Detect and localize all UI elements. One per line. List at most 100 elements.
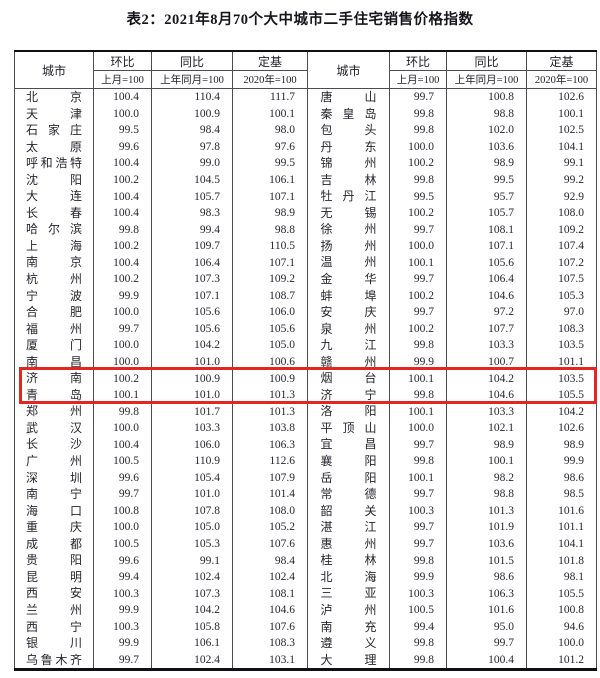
value-cell: 100.0 [93, 419, 152, 437]
value-cell: 109.7 [151, 237, 233, 255]
value-cell: 99.7 [389, 436, 447, 454]
value-cell: 108.7 [232, 287, 308, 305]
value-cell: 104.1 [526, 138, 597, 156]
value-cell: 99.7 [446, 635, 527, 652]
city-cell: 丹东 [307, 138, 390, 156]
value-cell: 105.6 [446, 254, 527, 272]
value-cell: 103.5 [526, 370, 597, 387]
value-cell: 99.7 [389, 271, 447, 288]
city-cell: 温州 [307, 254, 390, 272]
value-cell: 100.5 [93, 535, 152, 553]
value-cell: 105.8 [151, 618, 233, 636]
value-cell: 100.1 [389, 370, 447, 387]
city-cell: 三亚 [307, 585, 390, 602]
value-cell: 98.4 [151, 122, 233, 139]
value-cell: 99.6 [93, 552, 152, 569]
value-cell: 105.3 [526, 287, 597, 305]
city-cell: 洛阳 [307, 403, 390, 420]
city-cell: 南充 [307, 618, 390, 636]
city-cell: 厦门 [14, 337, 94, 354]
value-cell: 100.4 [93, 204, 152, 222]
value-cell: 100.0 [389, 138, 447, 156]
value-cell: 100.1 [446, 453, 527, 470]
value-cell: 99.8 [389, 651, 447, 670]
value-cell: 101.4 [232, 486, 308, 503]
table-row: 杭州 100.2 107.3 109.2 金华 99.7 106.4 107.5 [14, 271, 597, 288]
value-cell: 105.7 [151, 188, 233, 205]
value-cell: 99.7 [389, 535, 447, 553]
value-cell: 105.5 [526, 585, 597, 602]
value-cell: 98.9 [446, 155, 527, 172]
value-cell: 98.4 [232, 552, 308, 569]
table-row: 银川 99.9 106.1 108.3 遵义 99.8 99.7 100.0 [14, 635, 597, 652]
value-cell: 102.4 [151, 651, 233, 670]
value-cell: 102.4 [151, 568, 233, 586]
table-row: 天津 100.0 100.9 100.1 秦皇岛 99.8 98.8 100.1 [14, 105, 597, 123]
city-cell: 乌鲁木齐 [14, 651, 94, 670]
value-cell: 104.2 [446, 370, 527, 387]
table-row: 西宁 100.3 105.8 107.6 南充 99.4 95.0 94.6 [14, 618, 597, 636]
city-cell: 常德 [307, 486, 390, 503]
city-cell: 青岛 [14, 386, 94, 404]
value-cell: 109.2 [526, 221, 597, 238]
city-cell: 哈尔滨 [14, 221, 94, 238]
city-cell: 桂林 [307, 552, 390, 569]
city-cell: 大理 [307, 651, 390, 670]
value-cell: 99.1 [151, 552, 233, 569]
table-row: 贵阳 99.6 99.1 98.4 桂林 99.8 101.5 101.8 [14, 552, 597, 569]
value-cell: 92.9 [526, 188, 597, 205]
header-mom-base-left: 上月=100 [93, 70, 152, 89]
value-cell: 101.8 [526, 552, 597, 569]
value-cell: 100.6 [232, 353, 308, 371]
value-cell: 105.3 [151, 535, 233, 553]
value-cell: 105.6 [232, 320, 308, 338]
value-cell: 107.2 [526, 254, 597, 272]
header-yoy-right: 同比 [446, 50, 527, 71]
value-cell: 107.1 [232, 254, 308, 272]
city-cell: 大连 [14, 188, 94, 205]
value-cell: 106.4 [151, 254, 233, 272]
value-cell: 106.4 [446, 271, 527, 288]
table-row: 哈尔滨 99.8 99.4 98.8 徐州 99.7 108.1 109.2 [14, 221, 597, 238]
table-row: 成都 100.5 105.3 107.6 惠州 99.7 103.6 104.1 [14, 535, 597, 553]
value-cell: 107.8 [151, 502, 233, 520]
value-cell: 105.5 [526, 386, 597, 404]
city-cell: 南昌 [14, 353, 94, 371]
table-row: 长春 100.4 98.3 98.9 无锡 100.2 105.7 108.0 [14, 204, 597, 222]
value-cell: 112.6 [232, 453, 308, 470]
city-cell: 杭州 [14, 271, 94, 288]
value-cell: 107.6 [232, 618, 308, 636]
value-cell: 100.0 [93, 105, 152, 123]
table-row: 深圳 99.6 105.4 107.9 岳阳 100.1 98.2 98.6 [14, 469, 597, 487]
value-cell: 100.8 [526, 601, 597, 619]
city-cell: 泸州 [307, 601, 390, 619]
value-cell: 99.8 [93, 221, 152, 238]
value-cell: 97.8 [151, 138, 233, 156]
header-fixed-base-right: 2020年=100 [526, 70, 597, 89]
city-cell: 呼和浩特 [14, 155, 94, 172]
value-cell: 107.9 [232, 469, 308, 487]
value-cell: 98.6 [446, 568, 527, 586]
value-cell: 97.0 [526, 304, 597, 321]
value-cell: 105.6 [151, 320, 233, 338]
city-cell: 烟台 [307, 370, 390, 387]
value-cell: 102.0 [446, 122, 527, 139]
table-row: 重庆 100.0 105.0 105.2 湛江 99.7 101.9 101.1 [14, 519, 597, 536]
value-cell: 99.7 [93, 486, 152, 503]
value-cell: 110.4 [151, 88, 233, 106]
value-cell: 98.8 [446, 105, 527, 123]
value-cell: 105.7 [446, 204, 527, 222]
value-cell: 100.2 [93, 271, 152, 288]
table-row: 南京 100.4 106.4 107.1 温州 100.1 105.6 107.2 [14, 254, 597, 272]
value-cell: 100.3 [389, 585, 447, 602]
value-cell: 99.9 [389, 568, 447, 586]
value-cell: 99.5 [389, 188, 447, 205]
city-cell: 深圳 [14, 469, 94, 487]
city-cell: 吉林 [307, 171, 390, 189]
value-cell: 103.6 [446, 138, 527, 156]
city-cell: 重庆 [14, 519, 94, 536]
table-row: 长沙 100.4 106.0 106.3 宜昌 99.7 98.9 98.9 [14, 436, 597, 454]
header-fixed-left: 定基 [232, 50, 308, 71]
table-row: 南宁 99.7 101.0 101.4 常德 99.7 98.8 98.5 [14, 486, 597, 503]
value-cell: 100.0 [93, 353, 152, 371]
